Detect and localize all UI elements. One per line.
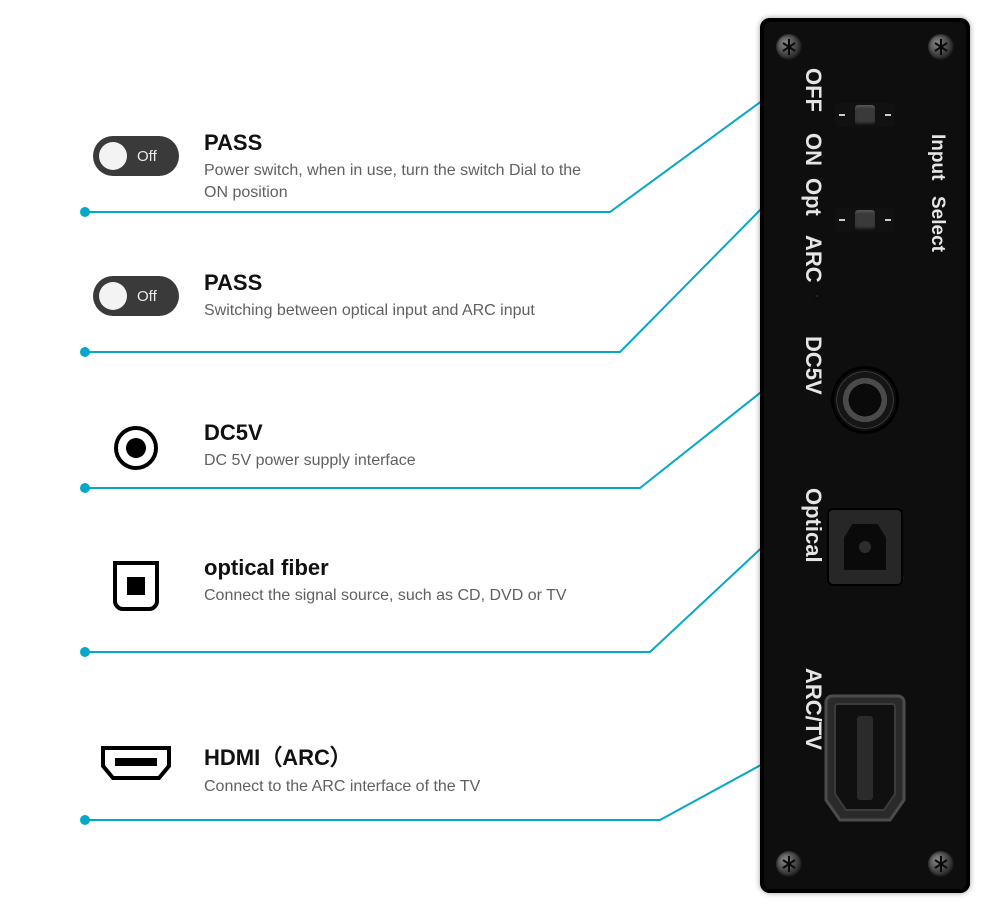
screw-icon: [928, 851, 954, 877]
toggle-off-icon: Off: [90, 130, 182, 176]
device-label-input: Input: [926, 134, 948, 180]
device-panel: OFF ON Opt ARC Input Select DC5V Optical…: [760, 18, 970, 893]
callout-optical: optical fiber Connect the signal source,…: [90, 555, 650, 611]
device-label-opt: Opt: [800, 178, 826, 216]
callout-desc: Switching between optical input and ARC …: [204, 300, 604, 322]
callout-desc: Connect the signal source, such as CD, D…: [204, 585, 604, 607]
device-dc5v-jack[interactable]: [831, 366, 899, 434]
device-hdmi-port[interactable]: [822, 688, 908, 828]
screw-icon: [776, 851, 802, 877]
callout-title: PASS: [204, 130, 650, 156]
callout-title: HDMI（ARC）: [204, 740, 650, 772]
power-jack-icon: [90, 420, 182, 470]
toggle-off-icon: Off: [90, 270, 182, 316]
device-label-off: OFF: [800, 68, 826, 112]
device-label-dc5v: DC5V: [800, 336, 826, 395]
screw-icon: [776, 34, 802, 60]
callout-input-select: Off PASS Switching between optical input…: [90, 270, 650, 322]
device-power-switch[interactable]: [835, 103, 895, 127]
device-label-select: Select: [926, 196, 948, 252]
callout-title: optical fiber: [204, 555, 650, 581]
device-input-select-switch[interactable]: [835, 208, 895, 232]
callout-hdmi-arc: HDMI（ARC） Connect to the ARC interface o…: [90, 740, 650, 798]
device-label-optical: Optical: [800, 488, 826, 563]
callout-desc: Power switch, when in use, turn the swit…: [204, 160, 604, 203]
callout-desc: Connect to the ARC interface of the TV: [204, 776, 604, 798]
callout-desc: DC 5V power supply interface: [204, 450, 604, 472]
callout-dc5v: DC5V DC 5V power supply interface: [90, 420, 650, 472]
device-led-icon: [814, 293, 820, 299]
screw-icon: [928, 34, 954, 60]
toggle-label: Off: [137, 148, 157, 165]
hdmi-port-icon: [90, 740, 182, 780]
callout-power-switch: Off PASS Power switch, when in use, turn…: [90, 130, 650, 203]
optical-port-icon: [90, 555, 182, 611]
callout-title: DC5V: [204, 420, 650, 446]
device-optical-port[interactable]: [827, 508, 903, 586]
device-label-on: ON: [800, 133, 826, 166]
device-label-arc: ARC: [800, 235, 826, 283]
callout-title: PASS: [204, 270, 650, 296]
toggle-label: Off: [137, 288, 157, 305]
